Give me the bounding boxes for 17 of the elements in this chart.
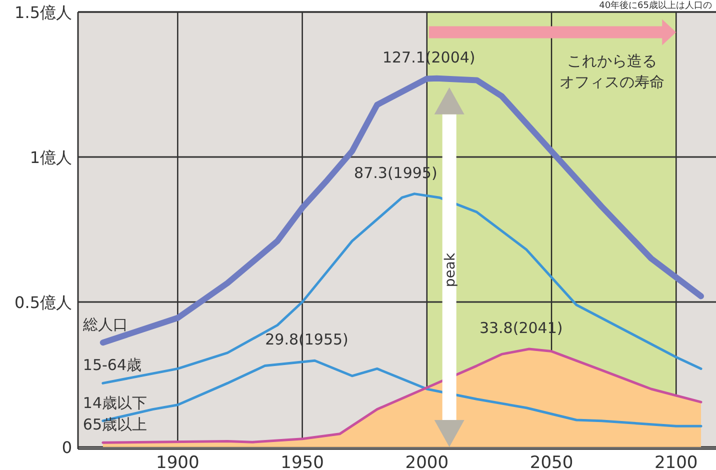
y-tick-label: 0: [62, 438, 72, 457]
annotation: オフィスの寿命: [560, 73, 664, 91]
y-tick-label: 1.5億人: [14, 3, 72, 22]
text: 40年後に65歳以上は人口の: [599, 0, 712, 11]
series-label: 15-64歳: [82, 356, 142, 374]
annotation: これから造る: [567, 52, 657, 70]
series-label: 65歳以上: [82, 416, 148, 434]
series-label: 総人口: [82, 316, 128, 334]
series-label: 14歳以下: [82, 394, 148, 412]
y-tick-label: 0.5億人: [14, 293, 72, 312]
y-tick-label: 1億人: [30, 148, 72, 167]
x-tick-label: 2100: [654, 453, 698, 470]
x-tick-label: 1950: [280, 453, 324, 470]
annotation: peak: [442, 252, 458, 288]
x-tick-label: 1900: [156, 453, 200, 470]
x-tick-label: 2050: [530, 453, 574, 470]
x-tick-label: 2000: [405, 453, 449, 470]
